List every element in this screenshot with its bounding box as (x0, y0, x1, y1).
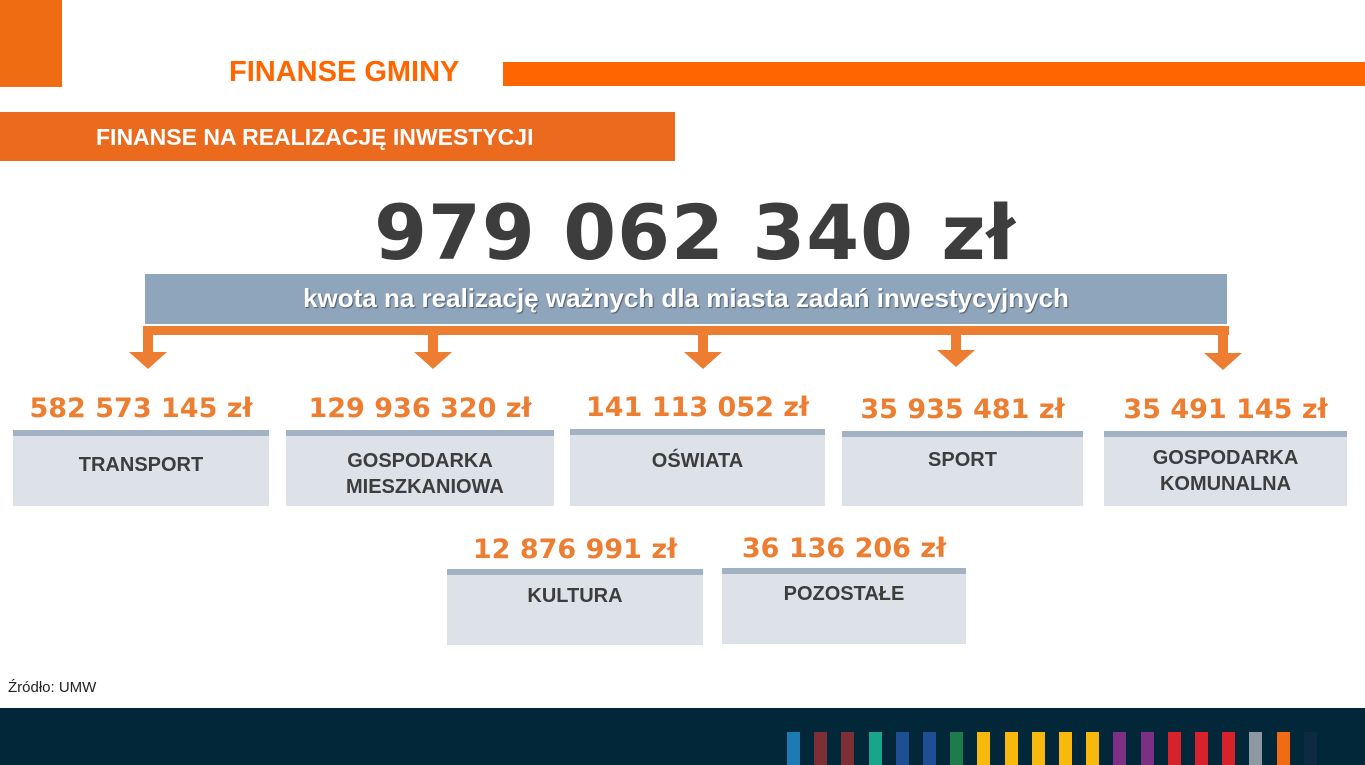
corner-accent-block (0, 0, 62, 87)
category-amount-sport: 35 935 481 zł (860, 394, 1065, 425)
footer-color-bar (814, 732, 827, 765)
footer-color-bar (1032, 732, 1045, 765)
arrow-sport-stem (951, 333, 961, 352)
page-subtitle: FINANSE NA REALIZACJĘ INWESTYCJI (96, 124, 534, 150)
category-strip (570, 429, 825, 435)
arrow-down-icon (129, 352, 167, 369)
arrow-down-icon (1204, 353, 1242, 370)
category-box-communal: GOSPODARKA KOMUNALNA (1104, 437, 1347, 506)
category-amount-culture: 12 876 991 zł (472, 534, 678, 565)
footer-color-bar (787, 732, 800, 765)
category-amount-education: 141 113 052 zł (585, 392, 809, 423)
footer-color-bar (923, 732, 936, 765)
footer-color-bar (896, 732, 909, 765)
source-note: Źródło: UMW (8, 679, 97, 696)
category-strip (842, 431, 1083, 437)
arrow-down-icon (684, 352, 722, 369)
footer-color-bar (1222, 732, 1235, 765)
arrow-communal-stem (1218, 333, 1228, 353)
footer-color-bar (1277, 732, 1290, 765)
category-label-sport: SPORT (928, 449, 997, 471)
page-title: FINANSE GMINY (229, 56, 460, 88)
arrow-education-stem (698, 333, 708, 352)
category-box-education: OŚWIATA (570, 435, 825, 506)
footer-color-bar (1249, 732, 1262, 765)
footer-color-bar (1059, 732, 1072, 765)
footer-color-bar (1005, 732, 1018, 765)
category-label-culture: KULTURA (527, 585, 623, 607)
category-strip (13, 430, 269, 436)
footer-color-bar (1086, 732, 1099, 765)
connector-line (143, 326, 1229, 335)
category-box-housing: GOSPODARKA MIESZKANIOWA (286, 436, 554, 506)
arrow-down-icon (937, 350, 975, 367)
arrow-transport-stem (143, 333, 153, 352)
category-label-education: OŚWIATA (651, 450, 744, 472)
arrow-down-icon (414, 352, 452, 369)
footer-color-bar (869, 732, 882, 765)
total-amount: 979 062 340 zł (374, 188, 1016, 277)
category-box-other: POZOSTAŁE (722, 574, 966, 644)
category-strip (722, 568, 966, 574)
category-label-transport: TRANSPORT (78, 454, 204, 476)
category-box-transport: TRANSPORT (13, 436, 269, 506)
category-box-culture: KULTURA (447, 575, 703, 645)
footer-color-bar (1141, 732, 1154, 765)
category-label-communal: GOSPODARKA KOMUNALNA (1152, 447, 1299, 495)
category-label-housing: GOSPODARKA MIESZKANIOWA (346, 450, 504, 498)
title-accent-bar (503, 62, 1365, 86)
arrow-housing-stem (428, 333, 438, 352)
footer-color-bar (1195, 732, 1208, 765)
category-amount-other: 36 136 206 zł (741, 533, 947, 564)
total-description-box (145, 274, 1227, 324)
footer-color-bar (1304, 732, 1317, 765)
category-label-other: POZOSTAŁE (783, 583, 905, 605)
footer-color-bar (841, 732, 854, 765)
footer-color-bar (950, 732, 963, 765)
total-description: kwota na realizację ważnych dla miasta z… (303, 283, 1069, 313)
footer-color-bar (977, 732, 990, 765)
footer-color-bar (1168, 732, 1181, 765)
category-amount-communal: 35 491 145 zł (1123, 394, 1328, 425)
category-amount-housing: 129 936 320 zł (308, 393, 532, 424)
category-box-sport: SPORT (842, 437, 1083, 506)
subtitle-band (0, 112, 675, 161)
footer-band (0, 708, 1365, 765)
category-strip (286, 430, 554, 436)
category-strip (447, 569, 703, 575)
footer-color-bar (1113, 732, 1126, 765)
category-amount-transport: 582 573 145 zł (29, 393, 253, 424)
category-strip (1104, 431, 1347, 437)
